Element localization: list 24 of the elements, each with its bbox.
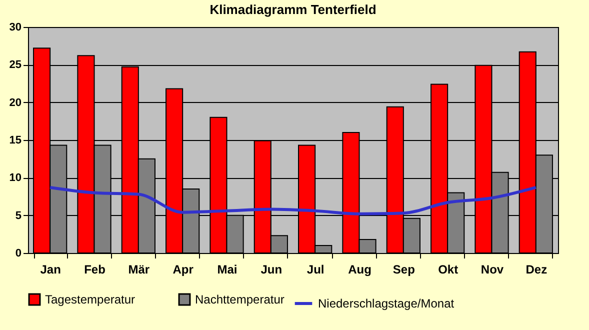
legend-label: Tagestemperatur bbox=[45, 292, 136, 307]
line-series bbox=[48, 186, 538, 216]
x-tick-label: Jan bbox=[40, 262, 61, 276]
y-tick-label: 15 bbox=[9, 134, 22, 146]
x-tick-label: Mai bbox=[217, 262, 238, 276]
legend-label: Niederschlagstage/Monat bbox=[318, 296, 455, 310]
x-tick-label: Feb bbox=[84, 262, 106, 276]
x-tick-label: Sep bbox=[392, 262, 415, 276]
y-tick-label: 0 bbox=[15, 248, 22, 260]
chart-title: Klimadiagramm Tenterfield bbox=[210, 2, 376, 17]
legend-label: Nachttemperatur bbox=[195, 292, 284, 307]
x-tick-label: Okt bbox=[438, 262, 458, 276]
x-tick-label: Jun bbox=[260, 262, 282, 276]
y-tick-label: 25 bbox=[9, 59, 22, 72]
y-tick-label: 10 bbox=[9, 172, 22, 184]
x-tick-label: Dez bbox=[526, 262, 548, 276]
y-tick-label: 30 bbox=[9, 22, 22, 34]
y-tick-label: 5 bbox=[15, 210, 22, 222]
x-tick-label: Mär bbox=[128, 262, 150, 276]
x-tick-label: Jul bbox=[306, 262, 324, 276]
x-tick-label: Apr bbox=[172, 262, 194, 276]
x-tick-label: Aug bbox=[348, 262, 372, 276]
x-tick-label: Nov bbox=[480, 262, 504, 276]
y-tick-label: 20 bbox=[9, 96, 22, 109]
